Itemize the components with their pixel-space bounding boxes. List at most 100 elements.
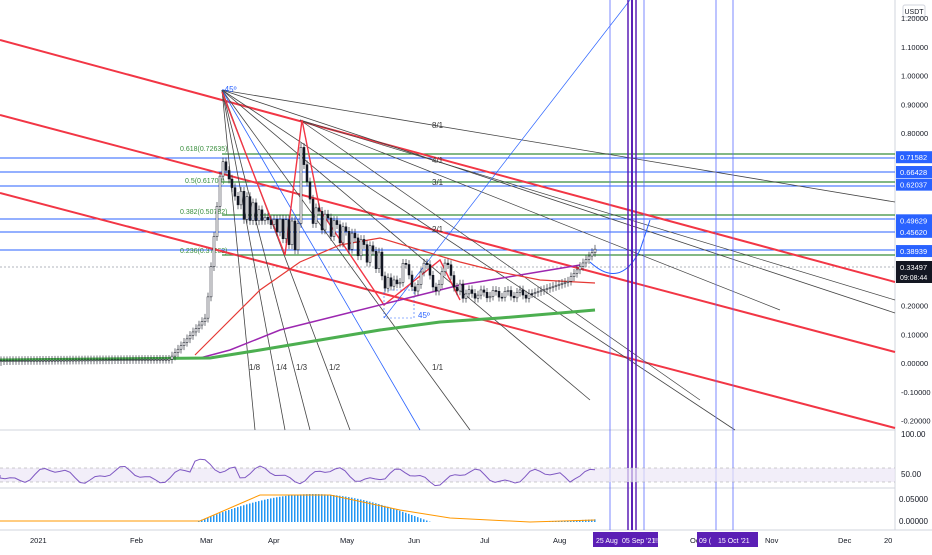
candle [381,248,383,281]
macd-bar [264,500,266,522]
candle [549,283,551,293]
macd-bar [396,510,398,522]
candle [396,276,398,289]
macd-bar [213,515,215,522]
gann2-line[interactable] [300,120,700,400]
channel-middle-line[interactable] [0,115,895,352]
date-badge: 15 Oct '21 [718,538,750,545]
candle [312,195,314,228]
macd-bar [237,507,239,522]
time-axis-label: Apr [268,536,280,545]
channel-upper-line[interactable] [0,40,895,282]
gann-line-2-1[interactable] [222,90,590,400]
price-axis[interactable]: USDT 1.200001.100001.000000.900000.80000… [896,5,932,426]
macd-bar [234,508,236,522]
candle [552,282,554,292]
candle [516,288,518,302]
candle [504,287,506,301]
candle [543,285,545,295]
candle [108,355,110,364]
macd-bar [255,502,257,522]
date-badge: 25 Aug ' [596,538,621,545]
candle [15,356,17,365]
candle [390,273,392,290]
horizontal-price-lines[interactable] [0,158,895,267]
candle [315,204,317,228]
macd-bar [231,509,233,522]
gann-line-1-4[interactable] [222,90,285,430]
macd-bar [351,498,353,522]
candle [462,280,464,303]
date-badge: 09 ( [699,538,712,545]
rsi-panel[interactable] [0,459,895,485]
gann-fan-secondary[interactable] [300,0,895,400]
candle [507,286,509,295]
candle [540,286,542,296]
channel-lower-line[interactable] [0,193,895,428]
candle [93,356,95,365]
candle [45,356,47,365]
candle [216,202,218,241]
gann-label: 8/1 [432,121,444,130]
gann-line-1-3[interactable] [222,90,310,430]
candle [177,345,179,357]
macd-bar [273,498,275,522]
macd-bar [369,502,371,522]
macd-bar [246,504,248,522]
red-channel-lines[interactable] [0,40,895,428]
candle [27,356,29,365]
price-axis-label: 0.80000 [901,129,928,138]
fib-label: 0.382(0.50782) [180,209,227,216]
macd-bar [216,514,218,522]
candle [435,283,437,296]
candle [294,217,296,254]
candle [132,355,134,364]
candle [489,292,491,302]
rsi-axis-label: 50.00 [901,470,922,479]
candle [426,259,428,269]
candle [57,356,59,365]
macd-bar [306,494,308,522]
candle [192,328,194,340]
time-axis-label: Aug [553,536,566,545]
candle [417,280,419,295]
candle [105,355,107,364]
candle [186,335,188,347]
candle [336,216,338,229]
macd-bar [252,503,254,522]
candle [528,289,530,302]
candle [183,338,185,350]
candle [375,247,377,273]
candle [111,355,113,364]
macd-bar [333,495,335,522]
candle [372,241,374,255]
candle [384,272,386,293]
price-level-badge-text: 0.71582 [900,153,927,162]
candle [252,199,254,225]
gann-fan[interactable]: 8/1 4/1 3/1 2/1 1/8 1/4 1/3 1/2 1/1 -45º… [222,85,895,430]
candle [402,259,404,287]
candle [483,286,485,297]
macd-bar [261,500,263,522]
candle [291,217,293,249]
gann-label: 3/1 [432,178,444,187]
gann-line-1-8[interactable] [222,90,255,430]
gann-line-1-1[interactable] [222,90,470,430]
time-axis-label: Dec [838,536,852,545]
gann-label: 2/1 [432,225,444,234]
vertical-date-lines[interactable] [610,0,733,530]
angle-label: -45º [222,85,237,94]
macd-panel[interactable] [0,494,596,522]
macd-bar [408,514,410,522]
gann-line-8-1[interactable] [222,90,895,202]
candle [321,207,323,234]
candle [144,355,146,364]
candle [510,286,512,300]
macd-bar [417,517,419,522]
candle [168,355,170,364]
candle [117,355,119,364]
price-axis-label: -0.20000 [901,417,931,426]
